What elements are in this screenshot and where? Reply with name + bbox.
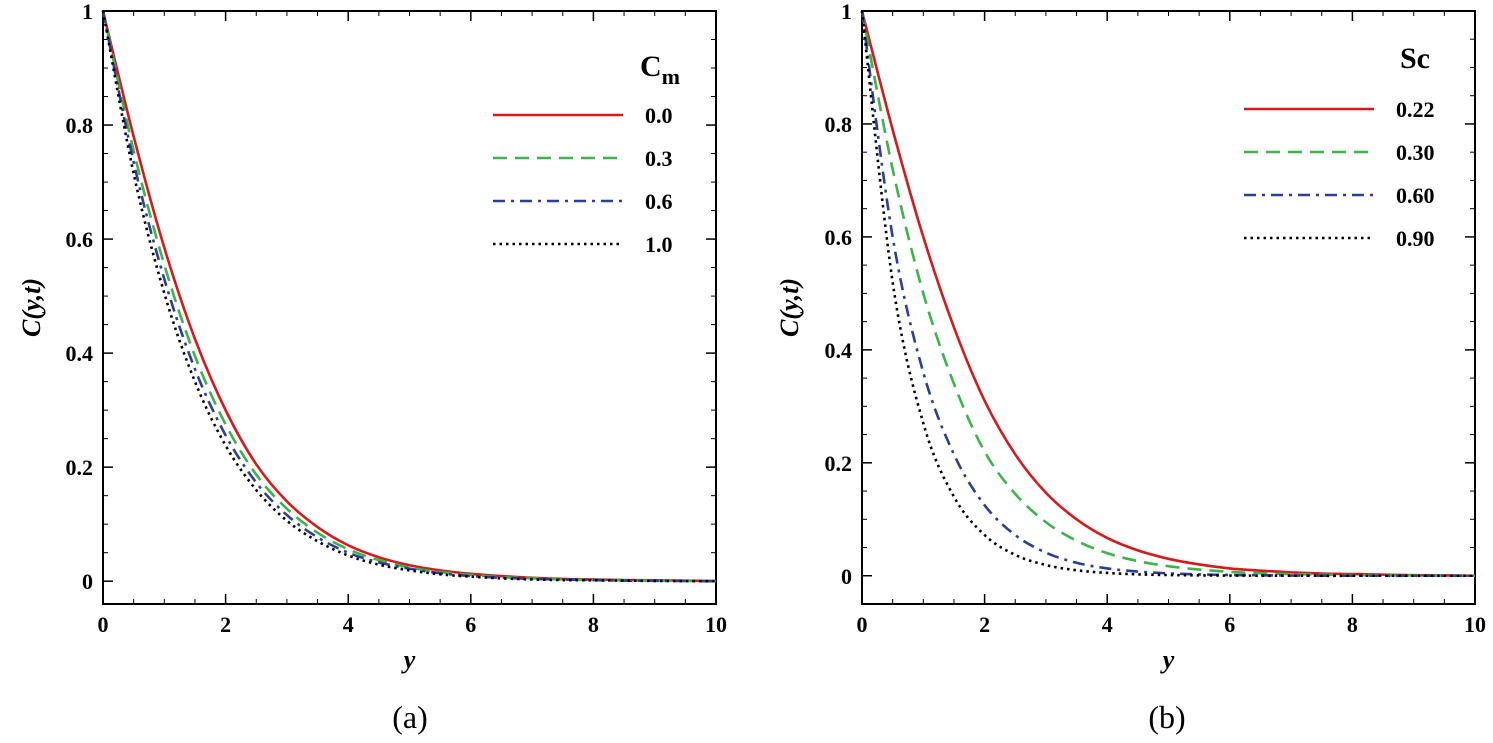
series-line-0.30 (860, 10, 1476, 578)
y-tick-label: 1 (82, 0, 93, 24)
x-tick-label: 0 (98, 612, 109, 637)
x-tick-label: 2 (979, 612, 990, 637)
legend-label-0.30: 0.30 (1396, 140, 1435, 165)
x-tick-label: 8 (588, 612, 599, 637)
plot-frame (102, 10, 717, 605)
y-tick-label: 0.2 (66, 455, 94, 480)
x-axis-label: y (1160, 645, 1175, 674)
series-line-0.3 (101, 10, 717, 583)
x-tick-label: 10 (1464, 612, 1486, 637)
y-tick-label: 0.6 (825, 225, 853, 250)
series-line-0.60 (860, 10, 1475, 578)
panel-label: (b) (1148, 699, 1185, 735)
y-axis-label: C(y,t) (775, 278, 804, 337)
y-tick-label: 0.4 (66, 341, 94, 366)
series-line-0.6 (101, 10, 717, 583)
legend-title: Cm (640, 50, 680, 89)
x-tick-label: 6 (1224, 612, 1235, 637)
x-tick-label: 6 (465, 612, 476, 637)
x-tick-label: 0 (857, 612, 868, 637)
legend-label-0.0: 0.0 (645, 103, 673, 128)
y-axis-label: C(y,t) (17, 278, 46, 337)
series-line-0.22 (860, 10, 1476, 578)
y-tick-label: 0 (841, 564, 852, 589)
x-tick-label: 4 (343, 612, 354, 637)
series-line-1.0 (101, 10, 717, 583)
y-tick-label: 0.8 (66, 113, 94, 138)
x-tick-label: 4 (1102, 612, 1113, 637)
x-tick-label: 8 (1347, 612, 1358, 637)
chart-panel-a: 0 2 4 6 8 10 0 0.2 0.4 0.6 0.8 1 Cm 0.0 0.3 0.6 1.0 y C(y,… (17, 0, 727, 735)
x-axis-label: y (401, 645, 416, 674)
legend-label-0.60: 0.60 (1396, 183, 1435, 208)
legend-label-0.3: 0.3 (645, 146, 673, 171)
plot-frame (861, 10, 1476, 605)
y-tick-label: 1 (841, 0, 852, 24)
series-line-0.0 (101, 10, 717, 583)
y-tick-label: 0 (82, 569, 93, 594)
series-line-0.90 (860, 10, 1475, 578)
legend-label-0.6: 0.6 (645, 189, 673, 214)
chart-panel-b: 0 2 4 6 8 10 0 0.2 0.4 0.6 0.8 1 Sc 0.22 0.30 0.60 0.90 y… (775, 0, 1486, 735)
panel-label: (a) (392, 699, 428, 735)
y-tick-label: 0.4 (825, 338, 853, 363)
legend-label-1.0: 1.0 (645, 232, 673, 257)
legend-label-0.90: 0.90 (1396, 226, 1435, 251)
legend-title: Sc (1400, 42, 1430, 75)
x-tick-label: 10 (705, 612, 727, 637)
legend-label-0.22: 0.22 (1396, 97, 1435, 122)
y-tick-label: 0.6 (66, 227, 94, 252)
y-tick-label: 0.2 (825, 451, 853, 476)
x-tick-label: 2 (220, 612, 231, 637)
y-tick-label: 0.8 (825, 112, 853, 137)
